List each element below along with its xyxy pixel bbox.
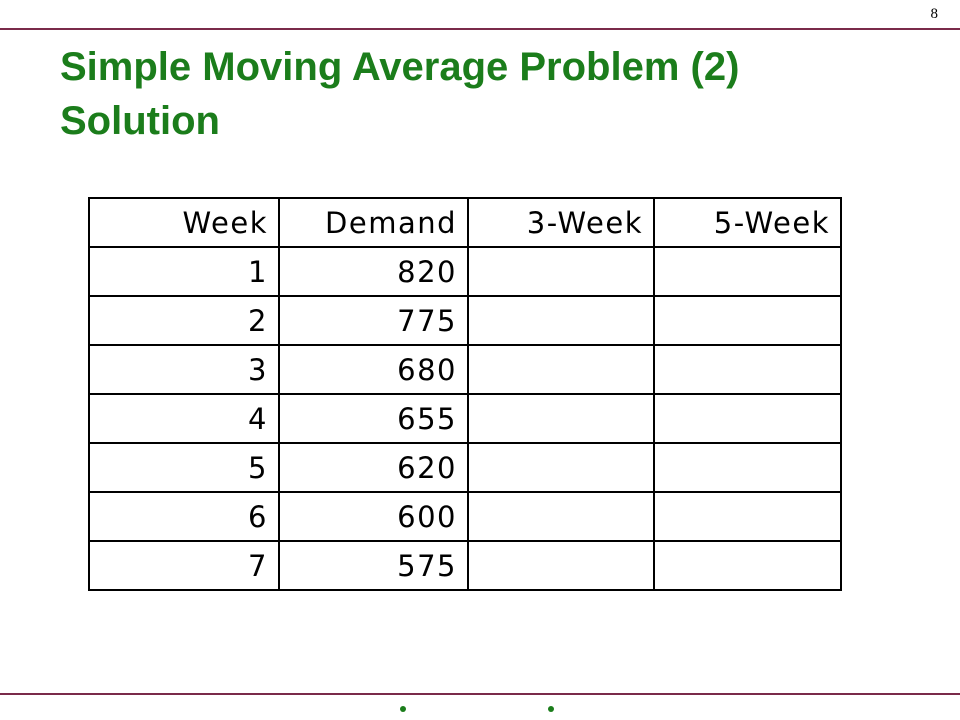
cell-5-week: [654, 247, 841, 296]
cell-demand: 820: [279, 247, 468, 296]
cell-week: 3: [89, 345, 279, 394]
cell-demand: 620: [279, 443, 468, 492]
cell-demand: 680: [279, 345, 468, 394]
cell-week: 6: [89, 492, 279, 541]
table-row: 4 655: [89, 394, 841, 443]
header-3-week: 3-Week: [468, 198, 654, 247]
cell-3-week: [468, 296, 654, 345]
cell-3-week: [468, 247, 654, 296]
footer-dot-icon: [548, 706, 554, 712]
slide-number: 8: [930, 6, 939, 22]
cell-demand: 575: [279, 541, 468, 590]
cell-week: 2: [89, 296, 279, 345]
cell-5-week: [654, 345, 841, 394]
cell-5-week: [654, 394, 841, 443]
table-row: 1 820: [89, 247, 841, 296]
footer-dot-icon: [400, 706, 406, 712]
demand-table: Week Demand 3-Week 5-Week 1 820 2 775 3: [88, 197, 842, 591]
cell-5-week: [654, 541, 841, 590]
table-row: 7 575: [89, 541, 841, 590]
cell-3-week: [468, 394, 654, 443]
cell-3-week: [468, 492, 654, 541]
table-row: 3 680: [89, 345, 841, 394]
cell-week: 7: [89, 541, 279, 590]
cell-week: 1: [89, 247, 279, 296]
table-header-row: Week Demand 3-Week 5-Week: [89, 198, 841, 247]
slide-title: Simple Moving Average Problem (2) Soluti…: [60, 40, 739, 148]
cell-5-week: [654, 443, 841, 492]
cell-3-week: [468, 345, 654, 394]
cell-5-week: [654, 492, 841, 541]
header-demand: Demand: [279, 198, 468, 247]
cell-demand: 600: [279, 492, 468, 541]
table-row: 6 600: [89, 492, 841, 541]
header-week: Week: [89, 198, 279, 247]
cell-3-week: [468, 443, 654, 492]
slide-title-line-1: Simple Moving Average Problem (2): [60, 45, 740, 89]
cell-demand: 655: [279, 394, 468, 443]
slide-title-line-2: Solution: [60, 99, 220, 143]
bottom-divider: [0, 693, 960, 695]
cell-demand: 775: [279, 296, 468, 345]
table-row: 5 620: [89, 443, 841, 492]
cell-5-week: [654, 296, 841, 345]
cell-week: 5: [89, 443, 279, 492]
cell-3-week: [468, 541, 654, 590]
cell-week: 4: [89, 394, 279, 443]
table-row: 2 775: [89, 296, 841, 345]
header-5-week: 5-Week: [654, 198, 841, 247]
top-divider: [0, 28, 960, 30]
